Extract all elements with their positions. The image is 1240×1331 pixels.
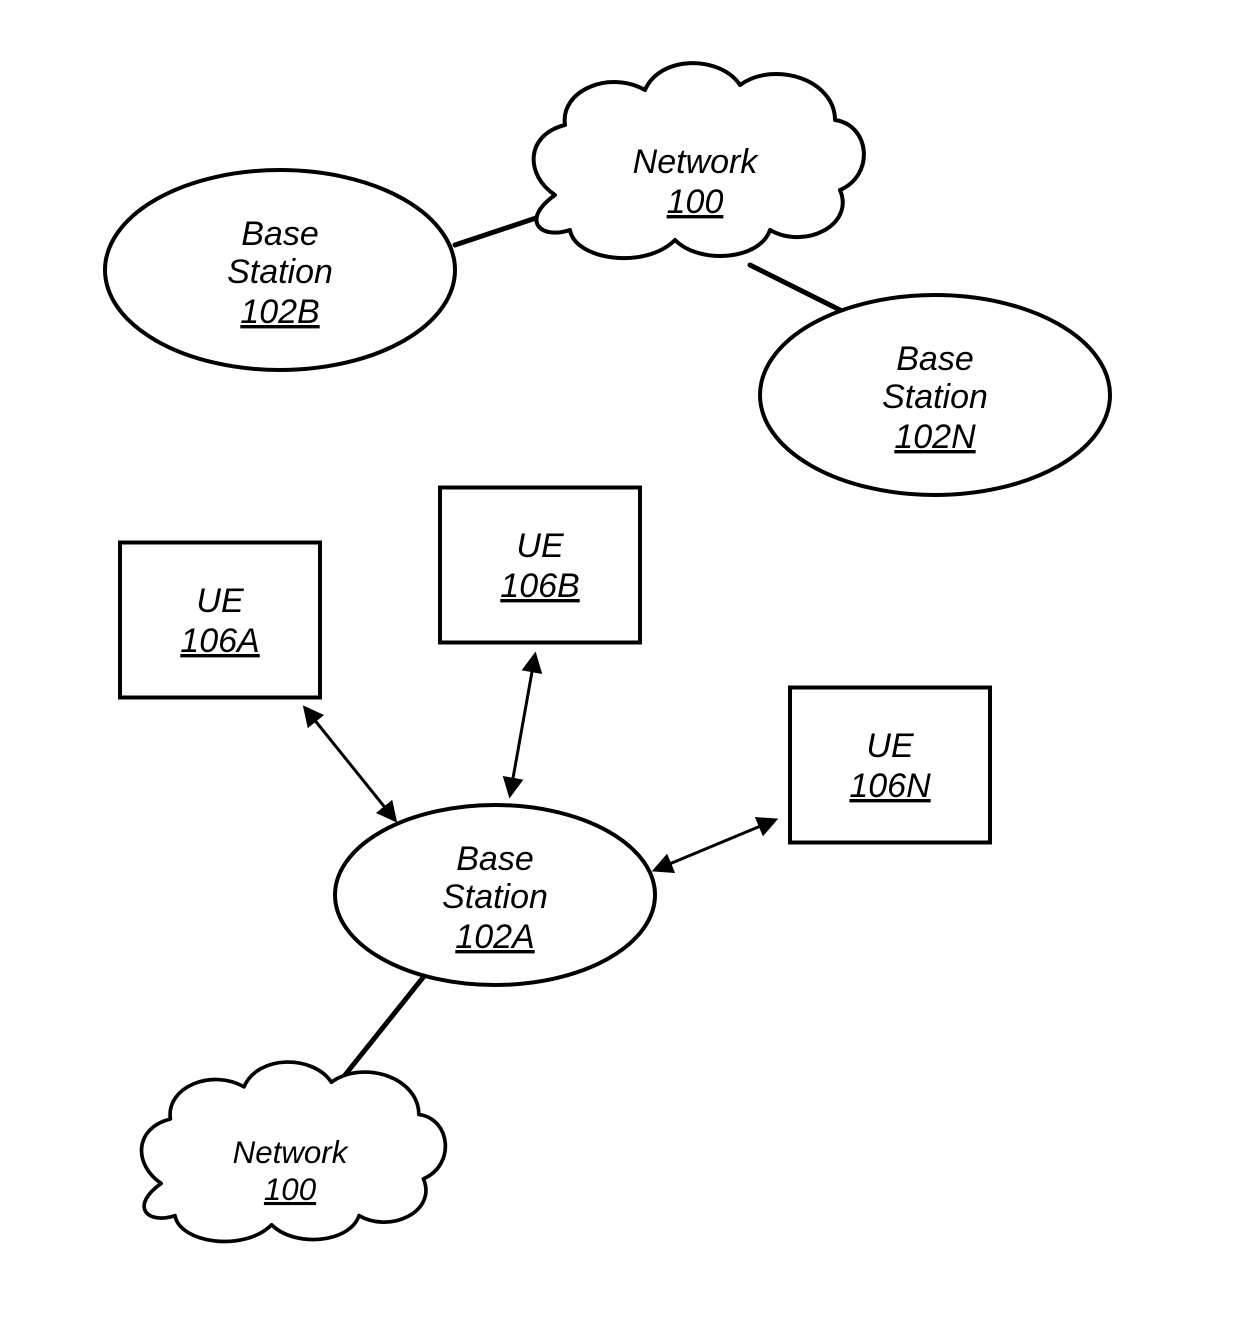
- arrow-a-ue-n: [655, 820, 775, 870]
- ellipse-bs-102n: BaseStation102N: [760, 295, 1110, 495]
- rect-label: UE: [866, 727, 914, 765]
- rect-ref: 106N: [849, 767, 931, 805]
- ellipse-label-1: Base: [456, 840, 534, 878]
- ellipse-label-2: Station: [227, 253, 333, 291]
- ellipse-label-2: Station: [882, 378, 988, 416]
- rect-label: UE: [516, 527, 564, 565]
- ellipse-bs-102b: BaseStation102B: [105, 170, 455, 370]
- cloud-network-top: Network100: [534, 63, 864, 258]
- rect-ue-106n: UE106N: [790, 688, 990, 843]
- cloud-label: Network: [633, 143, 760, 181]
- cloud-ref: 100: [667, 183, 724, 221]
- ellipse-ref: 102N: [894, 418, 976, 456]
- rect-ref: 106A: [180, 622, 259, 660]
- rect-ref: 106B: [500, 567, 579, 605]
- arrow-a-ue-b: [510, 655, 535, 795]
- cloud-ref: 100: [264, 1172, 317, 1207]
- ellipse-label-2: Station: [442, 878, 548, 916]
- ellipse-ref: 102A: [455, 918, 534, 956]
- rect-label: UE: [196, 582, 244, 620]
- arrow-a-ue-a: [305, 708, 395, 820]
- ellipse-label-1: Base: [896, 340, 974, 378]
- ellipse-bs-102a: BaseStation102A: [335, 805, 655, 985]
- rect-ue-106b: UE106B: [440, 488, 640, 643]
- edge-e-102a-netb: [345, 975, 425, 1075]
- ellipse-ref: 102B: [240, 293, 319, 331]
- cloud-label: Network: [233, 1135, 349, 1170]
- edge-e-net-102n: [750, 265, 850, 315]
- rect-ue-106a: UE106A: [120, 543, 320, 698]
- ellipse-label-1: Base: [241, 215, 319, 253]
- cloud-network-bottom: Network100: [142, 1062, 446, 1241]
